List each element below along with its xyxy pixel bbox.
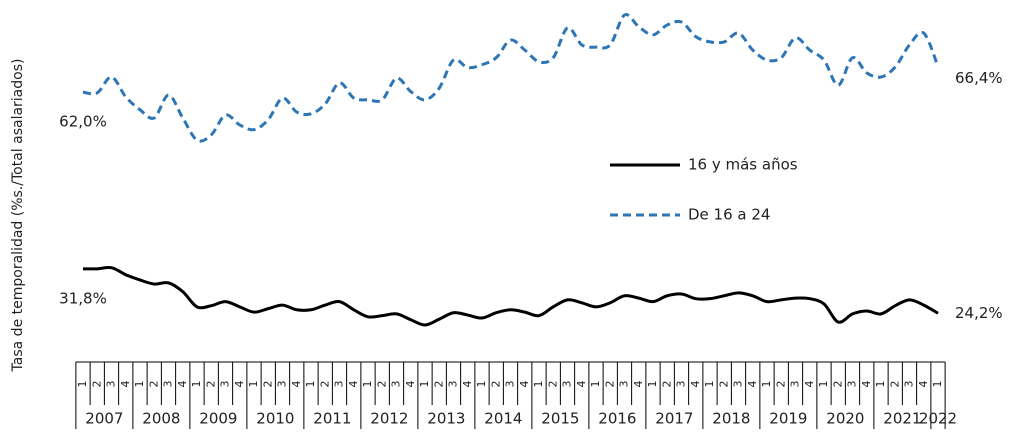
data-label: 66,4%: [955, 69, 1003, 87]
x-tick-label: 4: [290, 381, 303, 388]
x-tick-label: 2: [204, 381, 217, 388]
x-tick-label: 2: [90, 381, 103, 388]
year-label: 2007: [85, 410, 123, 428]
legend-label: De 16 a 24: [688, 206, 770, 224]
x-tick-label: 1: [874, 381, 887, 388]
x-tick-label: 2: [717, 381, 730, 388]
x-tick-label: 1: [304, 381, 317, 388]
year-label: 2021: [883, 410, 921, 428]
x-tick-label: 2: [261, 381, 274, 388]
year-label: 2018: [712, 410, 750, 428]
year-label: 2015: [541, 410, 579, 428]
x-tick-label: 3: [447, 381, 460, 388]
series-line: [82, 265, 939, 327]
x-tick-label: 2: [603, 381, 616, 388]
x-tick-label: 2: [432, 381, 445, 388]
x-tick-label: 1: [703, 381, 716, 388]
x-tick-label: 4: [632, 381, 645, 388]
x-tick-label: 1: [76, 381, 89, 388]
data-label: 24,2%: [955, 304, 1003, 322]
x-tick-label: 4: [575, 381, 588, 388]
x-tick-label: 3: [618, 381, 631, 388]
x-tick-label: 2: [831, 381, 844, 388]
y-axis-label: Tasa de temporalidad (%s./Total asalaria…: [10, 59, 26, 373]
x-tick-label: 1: [133, 381, 146, 388]
x-tick-label: 1: [247, 381, 260, 388]
year-label: 2009: [199, 410, 237, 428]
x-tick-label: 2: [774, 381, 787, 388]
x-tick-label: 4: [347, 381, 360, 388]
x-tick-label: 2: [489, 381, 502, 388]
x-tick-label: 1: [361, 381, 374, 388]
x-tick-label: 4: [746, 381, 759, 388]
x-tick-label: 1: [646, 381, 659, 388]
year-label: 2012: [370, 410, 408, 428]
x-tick-label: 1: [760, 381, 773, 388]
series-line: [82, 13, 940, 143]
x-tick-label: 4: [803, 381, 816, 388]
x-tick-label: 4: [518, 381, 531, 388]
x-tick-label: 3: [732, 381, 745, 388]
x-tick-label: 1: [190, 381, 203, 388]
x-tick-label: 3: [276, 381, 289, 388]
x-tick-label: 1: [475, 381, 488, 388]
year-label: 2016: [598, 410, 636, 428]
x-tick-label: 3: [561, 381, 574, 388]
x-tick-label: 1: [931, 381, 944, 388]
x-tick-label: 3: [504, 381, 517, 388]
x-tick-label: 3: [789, 381, 802, 388]
x-tick-label: 2: [660, 381, 673, 388]
x-tick-label: 3: [219, 381, 232, 388]
year-label: 2008: [142, 410, 180, 428]
x-tick-label: 3: [846, 381, 859, 388]
x-tick-label: 2: [147, 381, 160, 388]
x-tick-label: 2: [318, 381, 331, 388]
x-tick-label: 3: [162, 381, 175, 388]
x-tick-label: 1: [589, 381, 602, 388]
year-label: 2014: [484, 410, 522, 428]
x-tick-label: 4: [461, 381, 474, 388]
year-label: 2013: [427, 410, 465, 428]
data-label: 62,0%: [59, 113, 107, 131]
x-tick-label: 1: [817, 381, 830, 388]
year-label: 2022: [919, 410, 957, 428]
x-tick-label: 2: [546, 381, 559, 388]
x-tick-label: 1: [532, 381, 545, 388]
year-label: 2017: [655, 410, 693, 428]
x-tick-label: 4: [233, 381, 246, 388]
x-tick-label: 4: [119, 381, 132, 388]
x-tick-label: 4: [860, 381, 873, 388]
year-label: 2020: [826, 410, 864, 428]
x-tick-label: 1: [418, 381, 431, 388]
x-tick-label: 3: [675, 381, 688, 388]
x-tick-label: 4: [917, 381, 930, 388]
x-tick-label: 4: [176, 381, 189, 388]
x-tick-label: 3: [903, 381, 916, 388]
year-label: 2011: [313, 410, 351, 428]
x-tick-label: 3: [333, 381, 346, 388]
legend-label: 16 y más años: [688, 156, 798, 174]
year-label: 2019: [769, 410, 807, 428]
x-tick-label: 3: [390, 381, 403, 388]
data-label: 31,8%: [59, 289, 107, 307]
x-tick-label: 3: [105, 381, 118, 388]
x-tick-label: 4: [689, 381, 702, 388]
year-label: 2010: [256, 410, 294, 428]
x-tick-label: 2: [375, 381, 388, 388]
x-tick-label: 4: [404, 381, 417, 388]
x-tick-label: 2: [888, 381, 901, 388]
